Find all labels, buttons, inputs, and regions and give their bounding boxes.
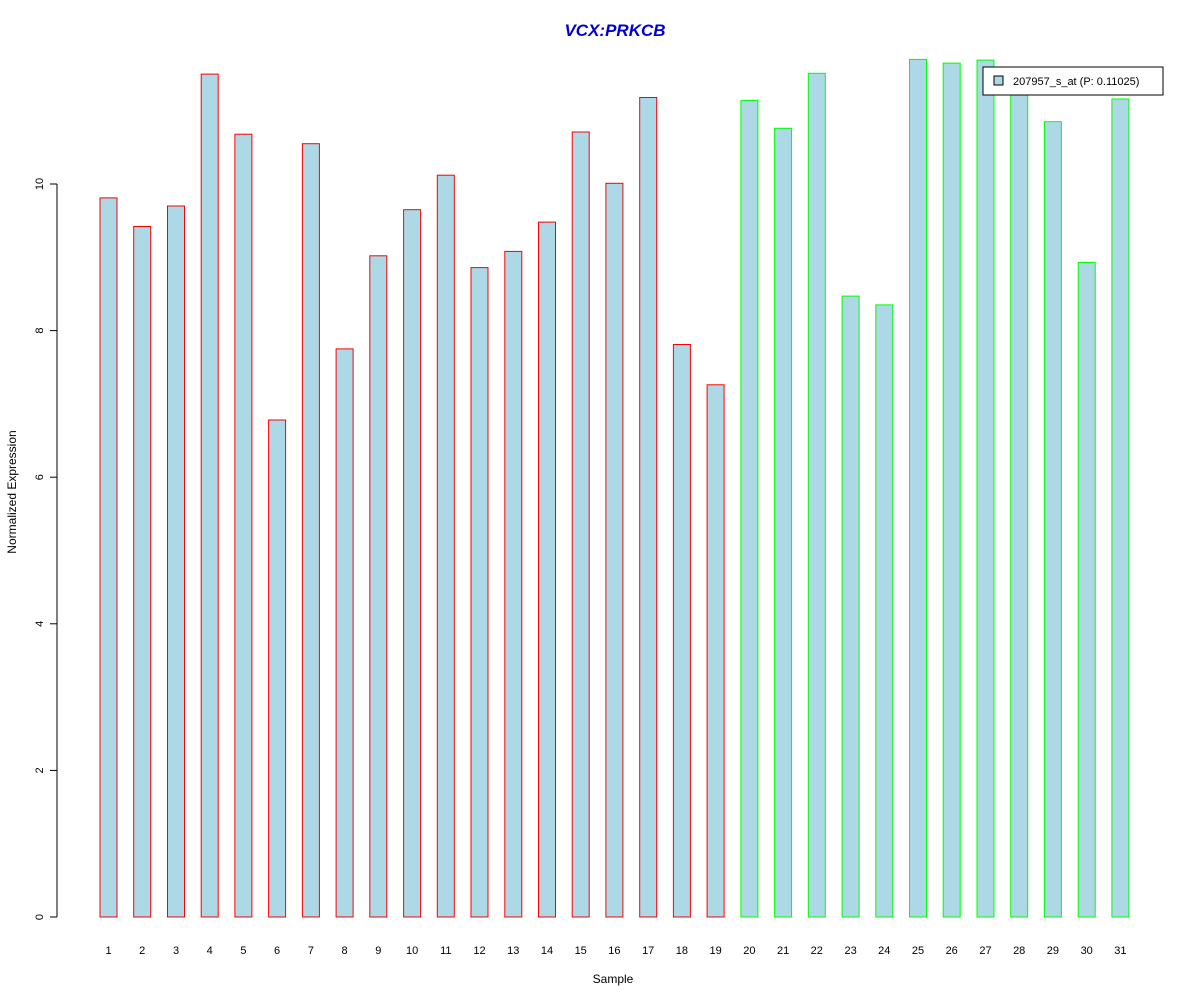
bar-sample-13: [504, 250, 523, 918]
x-tick-label: 9: [375, 945, 381, 957]
bar-sample-18: [672, 344, 691, 918]
x-tick-label: 16: [608, 945, 620, 957]
x-tick-label: 24: [878, 945, 890, 957]
bar-sample-20: [740, 99, 759, 918]
bar-sample-24: [875, 304, 894, 918]
x-tick-label: 8: [342, 945, 348, 957]
bar-sample-6: [268, 419, 287, 918]
x-tick-label: 6: [274, 945, 280, 957]
bar-sample-25: [909, 58, 927, 918]
x-tick-label: 5: [240, 945, 246, 957]
bar-sample-27: [976, 59, 995, 918]
y-axis-ticks: 0 2 4 6 8 10: [34, 178, 57, 920]
y-tick-label: 4: [34, 621, 46, 627]
x-tick-label: 21: [777, 945, 789, 957]
y-tick-label: 10: [34, 178, 46, 190]
x-axis-title: Sample: [593, 972, 634, 986]
legend-label: 207957_s_at (P: 0.11025): [1013, 76, 1139, 88]
x-axis-tick-labels: 1 2 3 4 5 6 7 8 9 10 11 12 13 14 15 16 17 18 19 20 21 22 23 24 2…: [105, 945, 1126, 957]
x-tick-label: 11: [440, 945, 451, 957]
bar-sample-8: [335, 348, 354, 918]
x-tick-label: 2: [139, 945, 145, 957]
x-tick-label: 14: [541, 945, 553, 957]
chart-title: VCX:PRKCB: [564, 21, 665, 40]
bar-sample-10: [403, 209, 422, 918]
bar-sample-17: [639, 97, 658, 918]
y-tick-label: 2: [34, 767, 46, 773]
x-tick-label: 4: [207, 945, 213, 957]
bar-sample-14: [538, 221, 556, 918]
legend-swatch: [993, 75, 1004, 86]
legend: 207957_s_at (P: 0.11025): [982, 66, 1164, 96]
x-tick-label: 27: [979, 945, 991, 957]
bar-sample-28: [1010, 86, 1029, 918]
y-axis-title: Normalized Expression: [5, 430, 19, 553]
bar-sample-21: [774, 127, 793, 918]
x-tick-label: 1: [105, 945, 111, 957]
x-tick-label: 26: [946, 945, 958, 957]
bar-sample-23: [841, 295, 860, 918]
x-tick-label: 15: [575, 945, 587, 957]
y-tick-label: 6: [34, 474, 46, 480]
bar-sample-30: [1077, 261, 1096, 918]
bar-sample-9: [369, 255, 388, 918]
bar-sample-15: [571, 131, 590, 918]
bar-sample-11: [436, 174, 455, 918]
bar-sample-16: [605, 182, 624, 918]
bar-sample-1: [99, 197, 118, 918]
bar-sample-26: [942, 62, 961, 918]
x-tick-label: 13: [507, 945, 519, 957]
bar-sample-19: [706, 384, 725, 918]
bar-sample-7: [301, 143, 320, 918]
bar-sample-31: [1111, 98, 1130, 918]
bar-sample-4: [200, 73, 219, 918]
x-tick-label: 18: [676, 945, 688, 957]
bar-sample-22: [807, 72, 826, 918]
x-tick-label: 10: [406, 945, 418, 957]
bar-sample-29: [1043, 121, 1062, 918]
bars: [99, 58, 1130, 918]
x-tick-label: 17: [642, 945, 654, 957]
legend-box: [982, 66, 1164, 96]
bar-sample-3: [167, 205, 185, 918]
y-tick-label: 0: [34, 914, 46, 920]
x-tick-label: 19: [709, 945, 721, 957]
x-tick-label: 31: [1114, 945, 1126, 957]
x-tick-label: 7: [308, 945, 314, 957]
x-tick-label: 12: [473, 945, 485, 957]
x-tick-label: 25: [912, 945, 924, 957]
x-tick-label: 30: [1081, 945, 1093, 957]
bar-sample-12: [470, 267, 489, 918]
x-tick-label: 28: [1013, 945, 1025, 957]
x-tick-label: 23: [844, 945, 856, 957]
x-tick-label: 22: [811, 945, 823, 957]
bar-sample-2: [133, 226, 152, 918]
x-tick-label: 3: [173, 945, 179, 957]
y-tick-label: 8: [34, 328, 46, 334]
x-tick-label: 20: [743, 945, 755, 957]
bar-sample-5: [234, 133, 253, 918]
x-tick-label: 29: [1047, 945, 1059, 957]
